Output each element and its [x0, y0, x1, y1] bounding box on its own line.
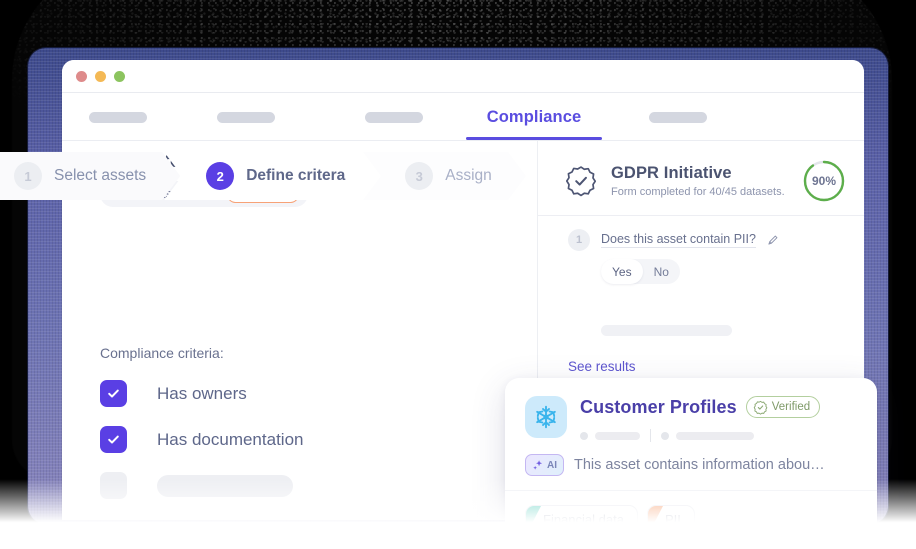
tab-placeholder-3[interactable]: [352, 93, 436, 141]
step-number: 3: [405, 162, 433, 190]
tab-compliance-label: Compliance: [486, 107, 582, 126]
maximize-icon[interactable]: [114, 70, 125, 82]
ai-chip-label: AI: [547, 459, 557, 471]
step-select-assets[interactable]: 1 Select assets: [0, 152, 180, 200]
criteria-heading: Compliance criteria:: [100, 345, 224, 361]
step-label: Select assets: [54, 167, 147, 184]
asset-title: Customer Profiles: [580, 396, 737, 417]
initiative-subtitle: Form completed for 40/45 datasets.: [611, 186, 785, 198]
initiative-text-group: GDPR Initiative Form completed for 40/45…: [611, 164, 802, 198]
see-results-link[interactable]: See results: [568, 359, 636, 374]
automation-stepper: 1 Select assets 2 Define critera 3 Assig…: [0, 152, 510, 200]
tab-placeholder-skeleton: [89, 111, 147, 123]
tab-active-underline: [466, 137, 602, 140]
step-number: 2: [206, 162, 234, 190]
asset-card-header: Customer Profiles Verified: [525, 396, 861, 442]
initiative-title: GDPR Initiative: [611, 164, 732, 182]
snowflake-glyph: [536, 405, 556, 429]
initiative-divider: [538, 215, 864, 216]
progress-ring: 90%: [802, 159, 846, 203]
sparkle-icon: [533, 460, 543, 470]
asset-meta-skeletons: [580, 429, 861, 442]
asset-card-divider: [505, 490, 877, 491]
checkbox-has-documentation[interactable]: [100, 426, 127, 453]
initiative-header: GDPR Initiative Form completed for 40/45…: [564, 153, 846, 209]
pencil-edit-icon[interactable]: [767, 234, 779, 246]
progress-ring-svg: [803, 160, 845, 202]
criteria-row-placeholder[interactable]: [100, 472, 293, 499]
verified-badge: Verified: [745, 396, 821, 418]
question-text: Does this asset contain PII?: [601, 232, 756, 248]
tab-placeholder-1[interactable]: [76, 93, 160, 141]
verified-badge-icon: [565, 166, 597, 197]
criteria-row-has-documentation[interactable]: Has documentation: [100, 426, 303, 453]
meta-skeleton-bar: [595, 431, 640, 440]
checkbox-placeholder[interactable]: [100, 472, 127, 499]
minimize-icon[interactable]: [95, 70, 106, 82]
ai-description-text: This asset contains information abou…: [574, 457, 825, 473]
meta-separator: [650, 429, 651, 442]
progress-percent-label: 90%: [811, 174, 837, 188]
nav-tabs: Compliance: [62, 93, 864, 141]
meta-skeleton-bar: [676, 431, 754, 440]
ai-chip[interactable]: AI: [525, 454, 564, 476]
step-label: Assign: [445, 167, 492, 184]
verified-check-icon: [753, 400, 768, 415]
checkbox-has-owners[interactable]: [100, 380, 127, 407]
criteria-label-has-documentation: Has documentation: [157, 429, 304, 449]
check-icon: [108, 435, 119, 444]
bottom-white-strip: [0, 523, 916, 549]
step-number: 1: [14, 162, 42, 190]
tab-compliance[interactable]: Compliance: [466, 93, 602, 141]
question-skeleton: [601, 325, 732, 336]
step-label: Define critera: [246, 167, 346, 184]
answer-no-button[interactable]: No: [653, 264, 669, 279]
window-titlebar: [62, 60, 864, 93]
meta-dot-icon: [661, 431, 669, 440]
verified-label: Verified: [771, 401, 811, 413]
tab-placeholder-skeleton: [649, 111, 707, 123]
check-icon: [108, 389, 119, 398]
yes-no-toggle[interactable]: Yes No: [601, 259, 680, 284]
step-define-criteria[interactable]: 2 Define critera: [164, 152, 379, 200]
criteria-row-has-owners[interactable]: Has owners: [100, 380, 247, 407]
asset-title-row: Customer Profiles Verified: [580, 396, 861, 418]
asset-card-text-group: Customer Profiles Verified: [580, 396, 861, 442]
ai-description-row: AI This asset contains information abou…: [525, 454, 861, 476]
question-row: 1 Does this asset contain PII?: [568, 229, 779, 251]
snowflake-icon: [525, 396, 567, 438]
criteria-label-has-owners: Has owners: [157, 383, 247, 403]
answer-yes-button[interactable]: Yes: [601, 259, 643, 284]
tab-placeholder-skeleton: [365, 111, 423, 123]
close-icon[interactable]: [76, 70, 87, 82]
criteria-label-skeleton: [157, 474, 293, 497]
step-assign[interactable]: 3 Assign: [363, 152, 526, 200]
meta-dot-icon: [580, 431, 588, 440]
tab-placeholder-skeleton: [217, 111, 275, 123]
tab-placeholder-2[interactable]: [204, 93, 288, 141]
question-number: 1: [568, 229, 590, 251]
tab-placeholder-4[interactable]: [636, 93, 720, 141]
